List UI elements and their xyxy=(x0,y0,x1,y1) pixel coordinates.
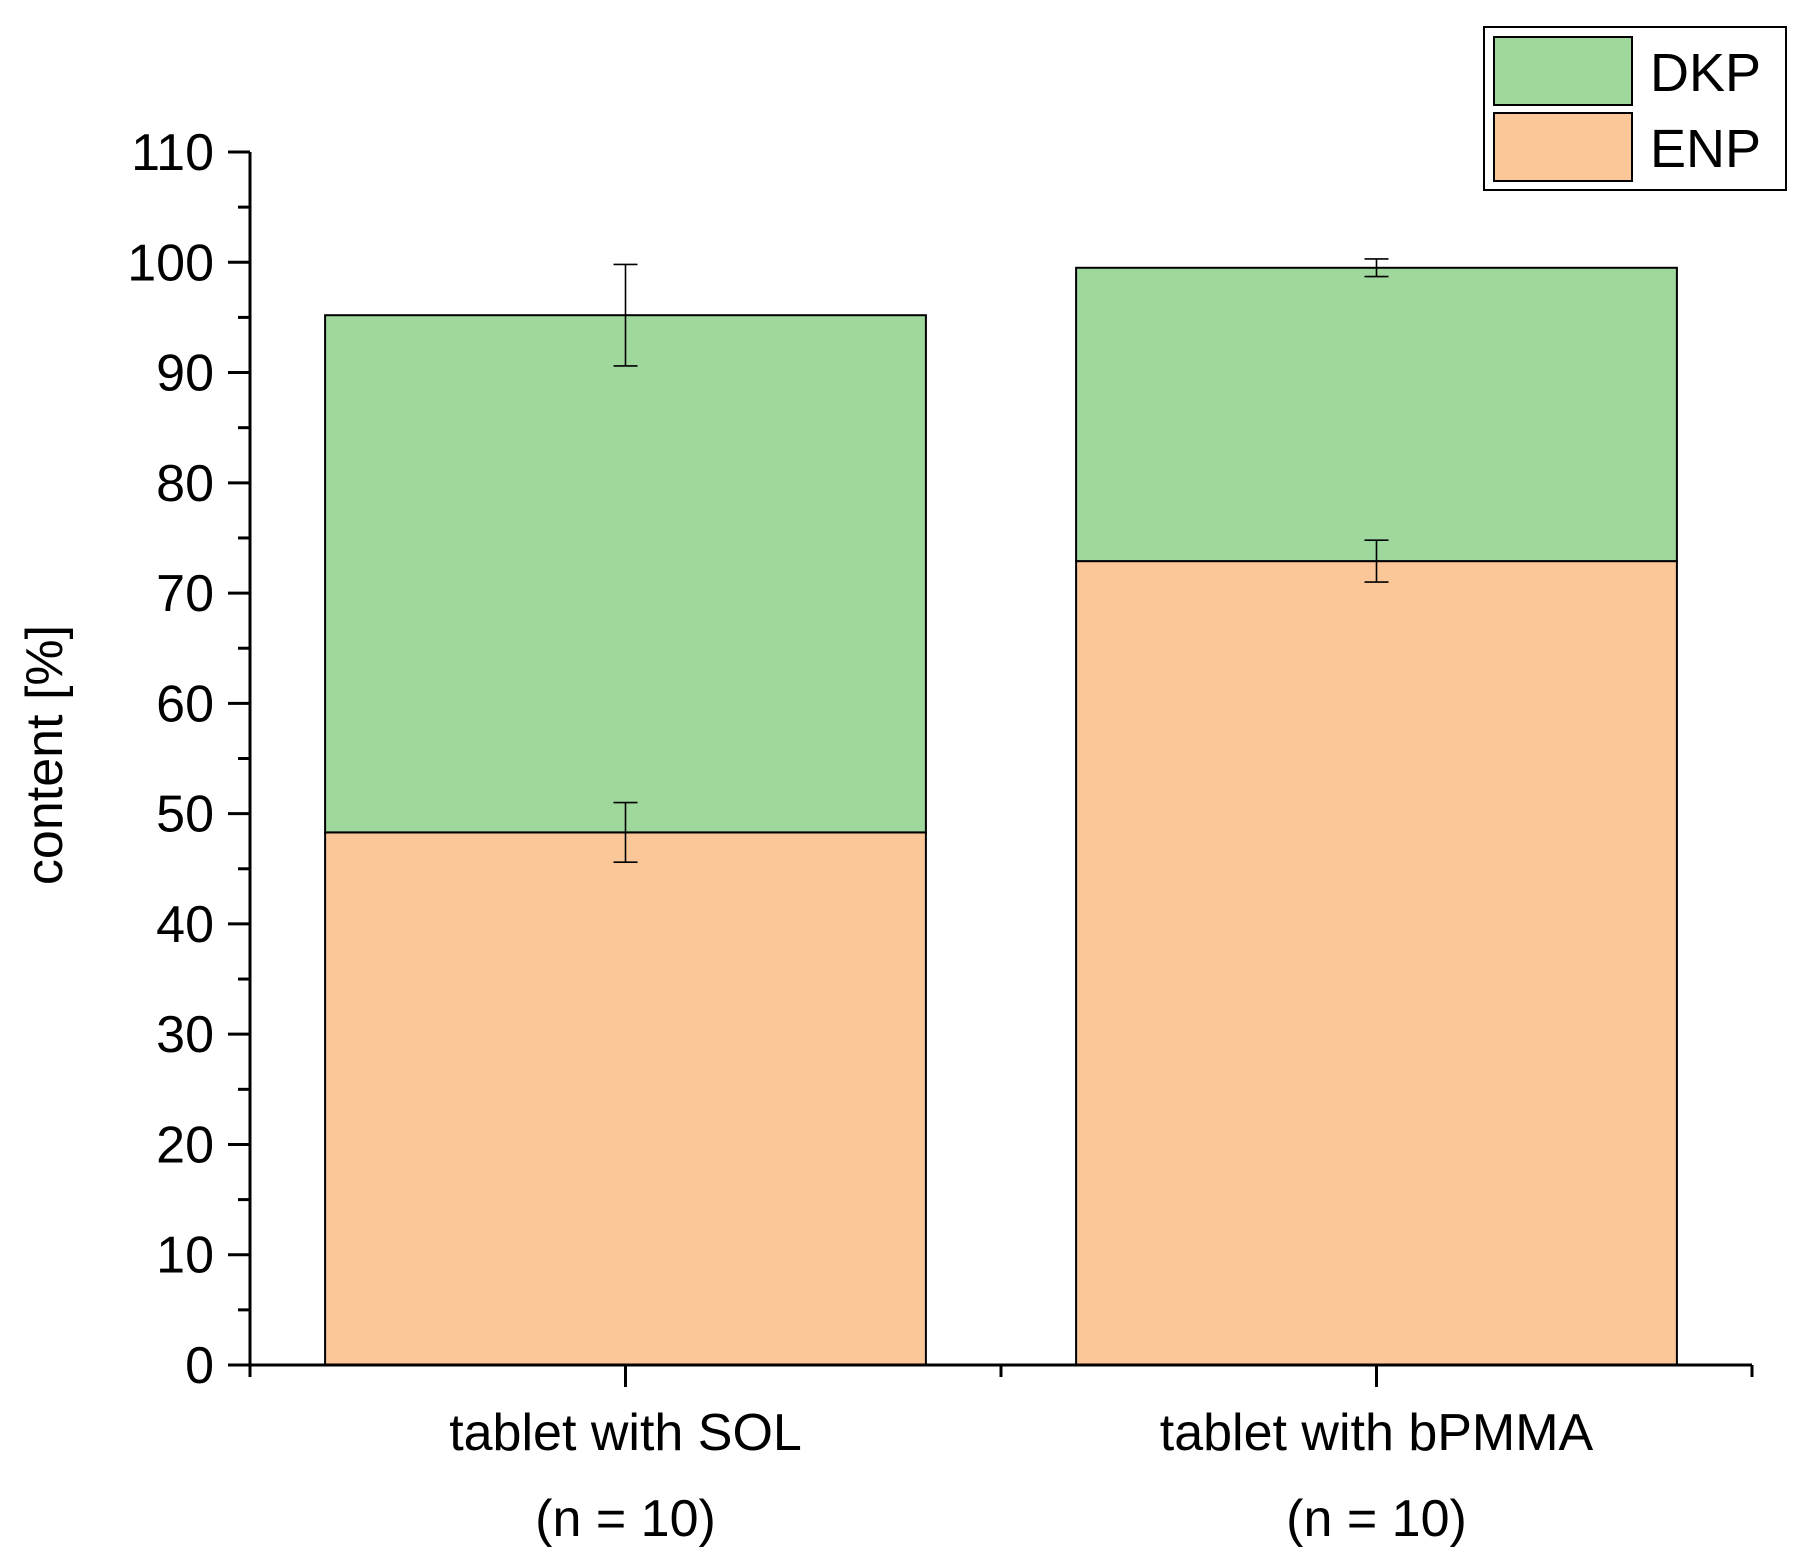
bar-enp-1 xyxy=(324,831,927,1366)
category-label-2-line-1: tablet with bPMMA xyxy=(1160,1404,1594,1462)
y-tick-label-30: 30 xyxy=(156,1006,214,1064)
legend-swatch-enp xyxy=(1493,112,1633,182)
y-tick-label-70: 70 xyxy=(156,565,214,623)
y-tick-label-90: 90 xyxy=(156,345,214,403)
y-tick-label-110: 110 xyxy=(131,124,214,182)
bar-enp-2 xyxy=(1075,560,1678,1366)
legend-label-enp: ENP xyxy=(1650,119,1761,179)
category-label-1-line-2: (n = 10) xyxy=(535,1490,716,1548)
legend: DKP ENP xyxy=(1483,26,1787,191)
y-tick-label-80: 80 xyxy=(156,455,214,513)
bars-layer xyxy=(324,266,1678,1366)
legend-swatch-dkp xyxy=(1493,36,1633,106)
y-tick-label-40: 40 xyxy=(156,896,214,954)
y-axis-title: content [%] xyxy=(16,625,74,885)
y-tick-label-20: 20 xyxy=(156,1116,214,1174)
y-tick-label-50: 50 xyxy=(156,786,214,844)
y-tick-label-100: 100 xyxy=(127,234,214,292)
y-tick-label-0: 0 xyxy=(185,1337,214,1395)
legend-label-dkp: DKP xyxy=(1650,43,1761,103)
category-label-1-line-1: tablet with SOL xyxy=(449,1404,802,1462)
y-tick-label-10: 10 xyxy=(156,1227,214,1285)
error-bars-layer xyxy=(613,258,1389,863)
axes-layer: tablet with SOL (n = 10) tablet with bPMMA… xyxy=(127,124,1754,1548)
category-label-2-line-2: (n = 10) xyxy=(1286,1490,1467,1548)
bar-dkp-2 xyxy=(1075,266,1678,563)
y-tick-label-60: 60 xyxy=(156,675,214,733)
bar-dkp-1 xyxy=(324,314,927,834)
